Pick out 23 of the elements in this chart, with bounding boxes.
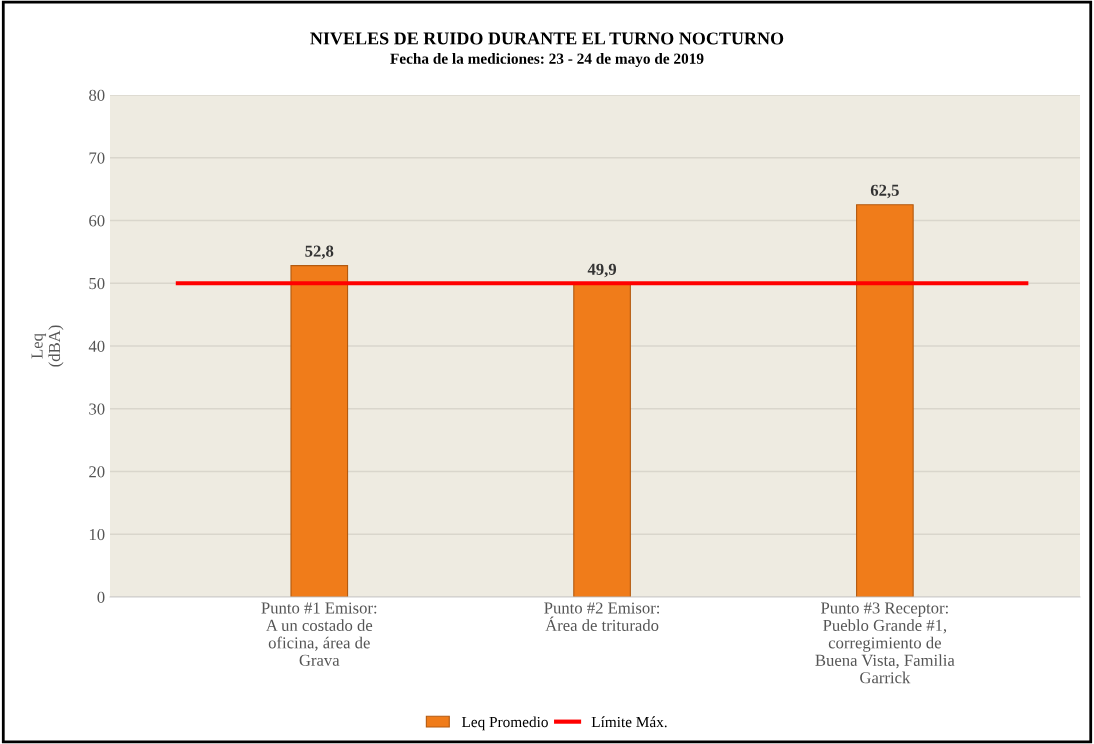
chart-title: NIVELES DE RUIDO DURANTE EL TURNO NOCTURNO <box>310 32 784 45</box>
legend-label: Leq Promedio <box>461 716 548 731</box>
chart-subtitle: Fecha de la mediciones: 23 - 24 de mayo de 2019 <box>390 53 704 67</box>
x-tick-label: Punto #2 Emisor: Área de triturado <box>544 602 660 632</box>
bar <box>290 265 349 597</box>
x-tick-label: Punto #1 Emisor: A un costado de oficina, área de Grava <box>261 602 377 666</box>
y-tick-label: 80 <box>89 89 105 101</box>
bar <box>573 283 631 597</box>
legend-label: Límite Máx. <box>591 716 667 728</box>
y-tick-label: 10 <box>89 528 105 541</box>
y-tick-label: 30 <box>89 403 105 415</box>
bar <box>856 204 914 597</box>
y-tick-label: 70 <box>89 152 105 164</box>
data-label: 52,8 <box>305 245 334 260</box>
x-tick-label: Punto #3 Receptor: Pueblo Grande #1, corregimiento de Buena Vista, Familia Garrick <box>815 602 955 684</box>
y-axis-title: Leq (dBA) <box>31 325 64 367</box>
y-tick-label: 40 <box>88 340 105 352</box>
y-tick-label: 50 <box>89 277 105 290</box>
y-tick-label: 60 <box>89 215 105 227</box>
y-tick-label: 20 <box>89 466 105 478</box>
data-label: 49,9 <box>587 263 617 278</box>
y-tick-label: 0 <box>97 591 105 603</box>
data-label: 62,5 <box>870 184 899 199</box>
